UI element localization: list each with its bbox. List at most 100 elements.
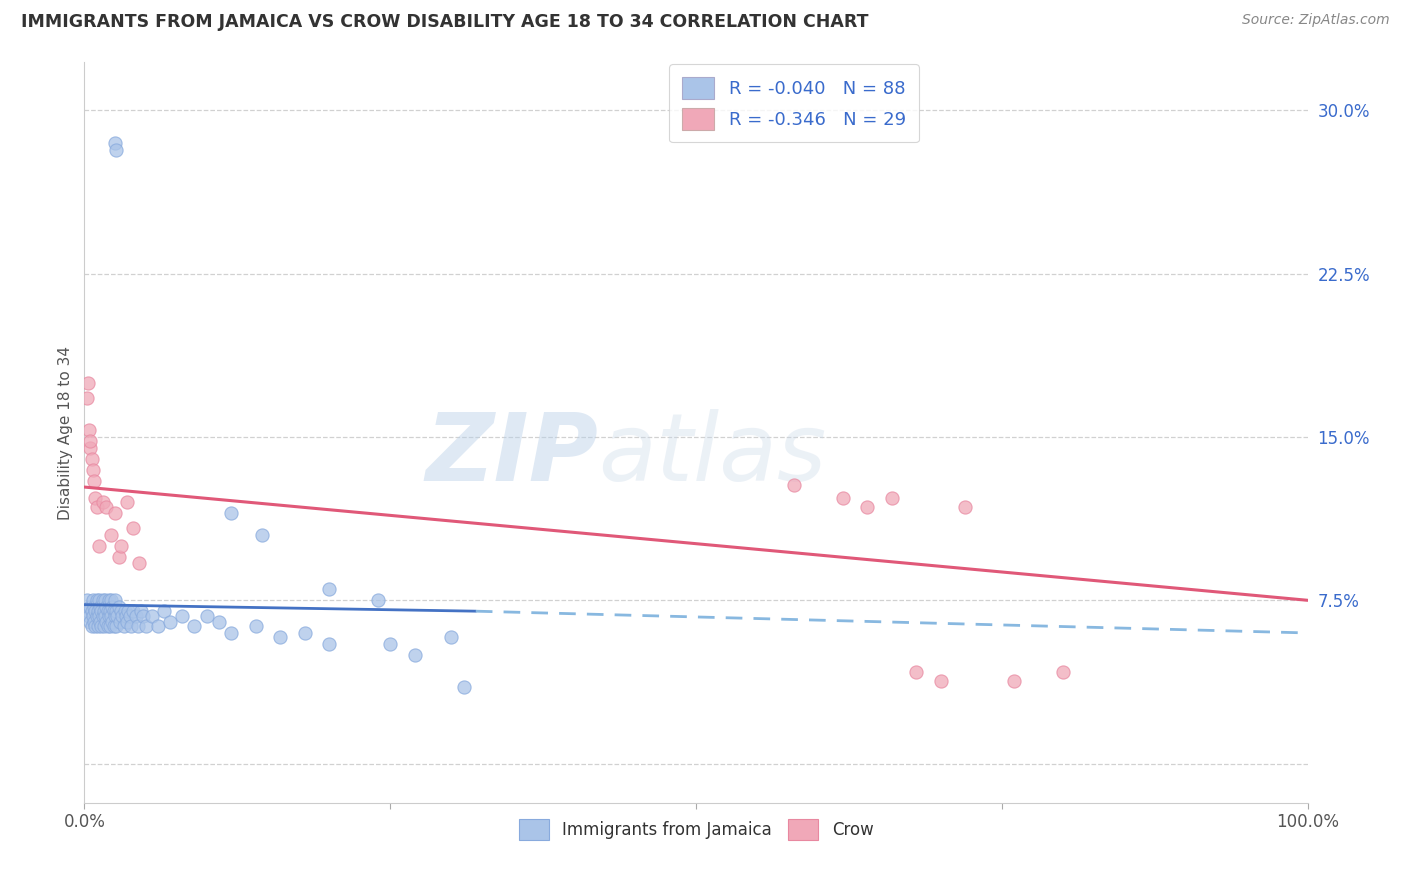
Point [87, 593, 110, 607]
Point [83, 474, 105, 488]
Point [269, 630, 291, 644]
Point [77, 604, 100, 618]
Point [1002, 673, 1025, 688]
Point [84, 619, 107, 633]
Point [105, 604, 128, 618]
Point [104, 506, 127, 520]
Point [93, 619, 115, 633]
Point [135, 619, 157, 633]
Point [104, 136, 127, 150]
Point [104, 593, 127, 607]
Point [153, 604, 176, 618]
Point [115, 615, 138, 629]
Point [86, 608, 108, 623]
Legend: Immigrants from Jamaica, Crow: Immigrants from Jamaica, Crow [512, 813, 880, 847]
Point [103, 604, 125, 618]
Point [114, 604, 136, 618]
Point [77, 608, 100, 623]
Point [98, 619, 121, 633]
Point [318, 637, 340, 651]
Point [112, 619, 135, 633]
Point [83, 599, 105, 614]
Point [87, 619, 110, 633]
Point [91, 495, 114, 509]
Point [367, 593, 389, 607]
Point [82, 462, 104, 476]
Text: IMMIGRANTS FROM JAMAICA VS CROW DISABILITY AGE 18 TO 34 CORRELATION CHART: IMMIGRANTS FROM JAMAICA VS CROW DISABILI… [21, 13, 869, 31]
Point [905, 665, 928, 680]
Point [76, 593, 98, 607]
Point [82, 593, 104, 607]
Point [86, 500, 108, 514]
Point [250, 528, 273, 542]
Point [195, 608, 218, 623]
Point [101, 599, 124, 614]
Point [107, 549, 129, 564]
Point [80, 604, 103, 618]
Point [120, 619, 142, 633]
Point [79, 599, 101, 614]
Point [90, 619, 112, 633]
Point [80, 451, 103, 466]
Point [103, 619, 125, 633]
Point [79, 434, 101, 449]
Point [110, 604, 132, 618]
Text: ZIP: ZIP [425, 409, 598, 500]
Point [86, 593, 108, 607]
Point [107, 599, 129, 614]
Point [77, 376, 100, 390]
Point [856, 500, 879, 514]
Point [79, 615, 101, 629]
Point [97, 604, 120, 618]
Point [105, 619, 128, 633]
Point [127, 619, 149, 633]
Point [929, 673, 952, 688]
Point [111, 608, 134, 623]
Point [101, 615, 124, 629]
Point [245, 619, 267, 633]
Point [76, 391, 98, 405]
Point [100, 593, 122, 607]
Point [84, 604, 107, 618]
Point [208, 615, 231, 629]
Point [117, 604, 139, 618]
Point [172, 608, 194, 623]
Point [84, 491, 107, 505]
Point [79, 441, 101, 455]
Point [146, 619, 169, 633]
Text: atlas: atlas [598, 409, 827, 500]
Point [159, 615, 181, 629]
Y-axis label: Disability Age 18 to 34: Disability Age 18 to 34 [58, 345, 73, 520]
Point [91, 608, 114, 623]
Point [82, 608, 104, 623]
Point [294, 626, 316, 640]
Point [118, 608, 141, 623]
Point [122, 604, 145, 618]
Point [115, 608, 138, 623]
Point [97, 593, 120, 607]
Point [97, 619, 120, 633]
Point [100, 608, 122, 623]
Point [440, 630, 463, 644]
Point [404, 648, 426, 662]
Point [98, 604, 121, 618]
Point [110, 539, 132, 553]
Point [91, 593, 114, 607]
Point [96, 599, 118, 614]
Point [953, 500, 976, 514]
Point [219, 626, 242, 640]
Point [115, 495, 138, 509]
Point [108, 615, 131, 629]
Point [128, 556, 150, 570]
Point [105, 608, 128, 623]
Point [87, 608, 110, 623]
Point [453, 681, 475, 695]
Point [97, 608, 120, 623]
Point [87, 604, 110, 618]
Point [132, 608, 155, 623]
Point [104, 608, 127, 623]
Point [219, 506, 242, 520]
Point [89, 599, 111, 614]
Point [94, 593, 117, 607]
Point [122, 521, 145, 535]
